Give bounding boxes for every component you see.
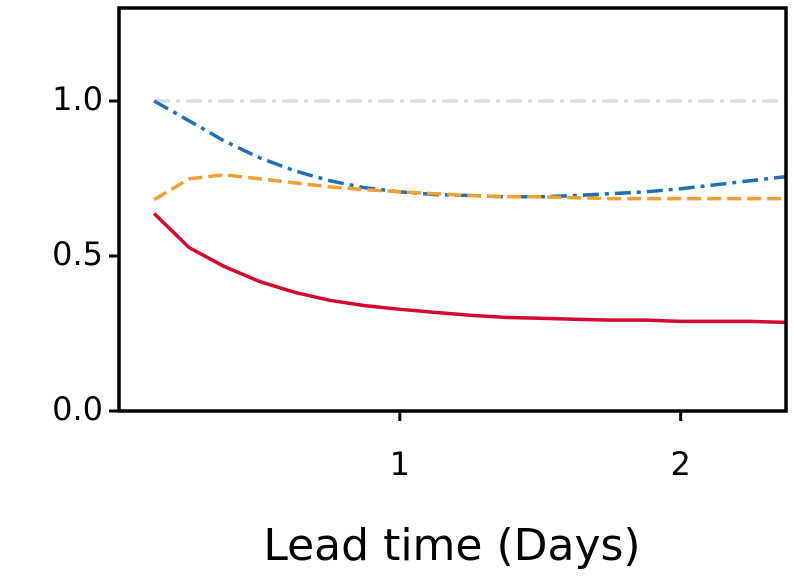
plot-frame [117, 6, 788, 413]
x-axis-label: Lead time (Days) [263, 520, 640, 571]
series-line [153, 99, 787, 199]
series-line [153, 173, 786, 202]
y-tick-label: 0.0 [52, 390, 103, 428]
series-line [152, 212, 787, 325]
x-tick-label: 2 [671, 445, 691, 483]
x-tick-label: 1 [390, 445, 410, 483]
y-tick-label: 0.5 [52, 235, 103, 273]
y-tick-label: 1.0 [52, 80, 103, 118]
